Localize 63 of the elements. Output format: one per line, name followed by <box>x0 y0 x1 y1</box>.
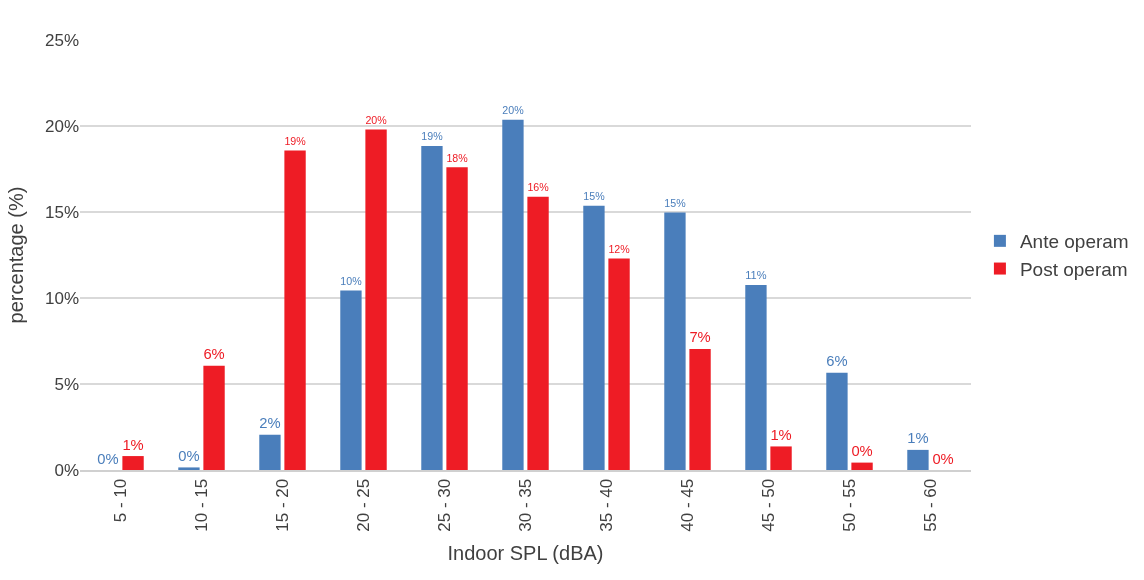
x-tick-label: 50 - 55 <box>840 478 860 532</box>
data-label: 6% <box>203 346 225 363</box>
y-tick-label: 20% <box>44 116 79 136</box>
bar <box>365 129 387 470</box>
bar <box>826 372 848 470</box>
data-label: 19% <box>284 134 307 147</box>
bar <box>770 446 792 470</box>
bar <box>284 150 306 470</box>
y-tick-label: 5% <box>54 374 79 394</box>
y-tick-label: 0% <box>54 460 79 480</box>
x-tick-label: 40 - 45 <box>678 478 698 532</box>
bar <box>178 467 200 470</box>
data-label: 0% <box>178 447 200 464</box>
data-label: 11% <box>745 269 767 282</box>
data-label: 1% <box>770 426 792 443</box>
bar <box>745 285 767 470</box>
data-label: 20% <box>502 104 525 117</box>
data-label: 7% <box>689 329 711 346</box>
data-label: 1% <box>122 436 144 453</box>
x-tick-label: 20 - 25 <box>354 478 374 532</box>
bar <box>664 212 686 470</box>
data-label: 18% <box>446 151 469 164</box>
x-tick-label: 30 - 35 <box>516 478 536 532</box>
x-tick-label: 10 - 15 <box>192 478 212 532</box>
legend-label: Post operam <box>1019 258 1128 280</box>
data-label: 15% <box>583 190 606 203</box>
bar <box>340 290 362 470</box>
bar <box>122 456 144 470</box>
bar <box>527 196 549 470</box>
bar <box>421 145 443 470</box>
data-label: 16% <box>527 181 550 194</box>
data-label: 10% <box>340 275 363 288</box>
data-label: 15% <box>664 197 687 210</box>
data-label: 0% <box>932 450 954 467</box>
legend-label: Ante operam <box>1019 231 1129 253</box>
bar <box>259 434 281 470</box>
data-label: 0% <box>851 443 873 460</box>
data-label: 19% <box>421 130 444 143</box>
data-label: 6% <box>826 353 848 370</box>
bar <box>689 348 711 470</box>
bar <box>608 258 630 470</box>
data-label: 20% <box>365 113 388 126</box>
bar <box>583 205 605 470</box>
data-label: 1% <box>907 430 929 447</box>
bar <box>851 462 873 470</box>
x-tick-label: 45 - 50 <box>759 478 779 532</box>
x-axis-title: Indoor SPL (dBA) <box>447 541 604 564</box>
x-tick-label: 55 - 60 <box>921 478 941 532</box>
data-label: 2% <box>259 415 281 432</box>
y-axis-title: percentage (%) <box>5 186 28 324</box>
x-tick-label: 15 - 20 <box>273 478 293 532</box>
bar <box>203 365 225 470</box>
x-tick-label: 5 - 10 <box>111 478 131 523</box>
data-label: 12% <box>608 243 631 256</box>
bar <box>502 119 524 470</box>
y-tick-label: 25% <box>44 30 79 50</box>
data-label: 0% <box>97 450 119 467</box>
y-tick-label: 15% <box>44 202 79 222</box>
x-tick-label: 35 - 40 <box>597 478 617 532</box>
x-tick-label: 25 - 30 <box>435 478 455 532</box>
bar <box>907 449 929 470</box>
bar <box>446 167 468 470</box>
y-tick-label: 10% <box>44 288 79 308</box>
